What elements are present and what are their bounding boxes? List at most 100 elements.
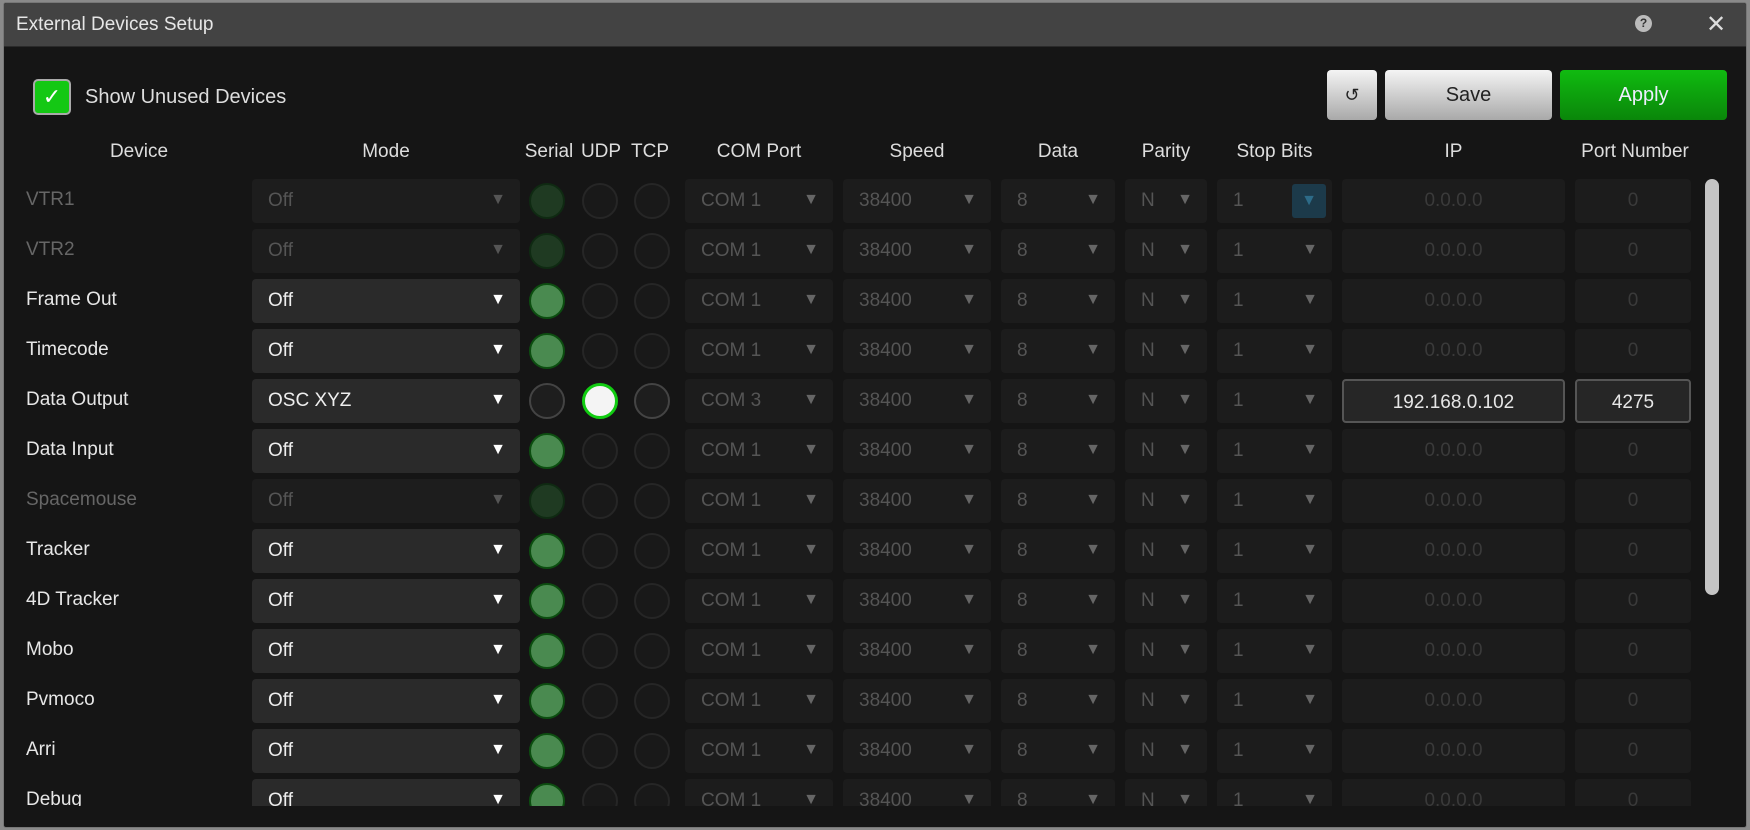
ip-field[interactable]: 0.0.0.0: [1342, 329, 1565, 373]
stop-bits-dropdown[interactable]: 1 ▼: [1217, 279, 1332, 323]
serial-radio[interactable]: [529, 433, 565, 469]
scrollbar[interactable]: [1705, 179, 1719, 595]
parity-dropdown[interactable]: N ▼: [1125, 179, 1207, 223]
ip-field[interactable]: 0.0.0.0: [1342, 729, 1565, 773]
port-field[interactable]: 0: [1575, 679, 1691, 723]
data-bits-dropdown[interactable]: 8 ▼: [1001, 779, 1115, 806]
stop-bits-dropdown[interactable]: 1 ▼: [1217, 629, 1332, 673]
help-icon[interactable]: ?: [1635, 15, 1652, 32]
stop-bits-dropdown[interactable]: 1 ▼: [1217, 529, 1332, 573]
speed-dropdown[interactable]: 38400 ▼: [843, 279, 991, 323]
parity-dropdown[interactable]: N ▼: [1125, 479, 1207, 523]
tcp-radio[interactable]: [634, 483, 670, 519]
speed-dropdown[interactable]: 38400 ▼: [843, 379, 991, 423]
ip-field[interactable]: 0.0.0.0: [1342, 429, 1565, 473]
port-field[interactable]: 0: [1575, 779, 1691, 806]
com-port-dropdown[interactable]: COM 1 ▼: [685, 479, 833, 523]
com-port-dropdown[interactable]: COM 1 ▼: [685, 679, 833, 723]
parity-dropdown[interactable]: N ▼: [1125, 679, 1207, 723]
speed-dropdown[interactable]: 38400 ▼: [843, 429, 991, 473]
mode-dropdown[interactable]: Off ▼: [252, 429, 520, 473]
mode-dropdown[interactable]: Off ▼: [252, 679, 520, 723]
save-button[interactable]: Save: [1385, 70, 1552, 120]
stop-bits-dropdown[interactable]: 1 ▼: [1217, 779, 1332, 806]
udp-radio[interactable]: [582, 483, 618, 519]
mode-dropdown[interactable]: Off ▼: [252, 179, 520, 223]
ip-field[interactable]: 0.0.0.0: [1342, 579, 1565, 623]
com-port-dropdown[interactable]: COM 1 ▼: [685, 729, 833, 773]
parity-dropdown[interactable]: N ▼: [1125, 279, 1207, 323]
parity-dropdown[interactable]: N ▼: [1125, 579, 1207, 623]
tcp-radio[interactable]: [634, 183, 670, 219]
stop-bits-dropdown[interactable]: 1 ▼: [1217, 429, 1332, 473]
data-bits-dropdown[interactable]: 8 ▼: [1001, 729, 1115, 773]
mode-dropdown[interactable]: Off ▼: [252, 229, 520, 273]
data-bits-dropdown[interactable]: 8 ▼: [1001, 579, 1115, 623]
serial-radio[interactable]: [529, 183, 565, 219]
port-field[interactable]: 0: [1575, 529, 1691, 573]
mode-dropdown[interactable]: Off ▼: [252, 729, 520, 773]
port-field[interactable]: 0: [1575, 479, 1691, 523]
ip-field[interactable]: 0.0.0.0: [1342, 279, 1565, 323]
ip-field[interactable]: 0.0.0.0: [1342, 629, 1565, 673]
data-bits-dropdown[interactable]: 8 ▼: [1001, 429, 1115, 473]
ip-field[interactable]: 0.0.0.0: [1342, 679, 1565, 723]
mode-dropdown[interactable]: Off ▼: [252, 479, 520, 523]
parity-dropdown[interactable]: N ▼: [1125, 379, 1207, 423]
data-bits-dropdown[interactable]: 8 ▼: [1001, 379, 1115, 423]
speed-dropdown[interactable]: 38400 ▼: [843, 629, 991, 673]
com-port-dropdown[interactable]: COM 1 ▼: [685, 779, 833, 806]
mode-dropdown[interactable]: Off ▼: [252, 779, 520, 806]
serial-radio[interactable]: [529, 733, 565, 769]
history-button[interactable]: ↺: [1327, 70, 1377, 120]
serial-radio[interactable]: [529, 333, 565, 369]
udp-radio[interactable]: [582, 283, 618, 319]
stop-bits-dropdown[interactable]: 1 ▼: [1217, 379, 1332, 423]
stop-bits-dropdown[interactable]: 1 ▼: [1217, 179, 1332, 223]
ip-field[interactable]: 0.0.0.0: [1342, 229, 1565, 273]
parity-dropdown[interactable]: N ▼: [1125, 629, 1207, 673]
apply-button[interactable]: Apply: [1560, 70, 1727, 120]
tcp-radio[interactable]: [634, 433, 670, 469]
serial-radio[interactable]: [529, 283, 565, 319]
mode-dropdown[interactable]: Off ▼: [252, 529, 520, 573]
data-bits-dropdown[interactable]: 8 ▼: [1001, 629, 1115, 673]
data-bits-dropdown[interactable]: 8 ▼: [1001, 229, 1115, 273]
speed-dropdown[interactable]: 38400 ▼: [843, 729, 991, 773]
tcp-radio[interactable]: [634, 283, 670, 319]
ip-field[interactable]: 192.168.0.102: [1342, 379, 1565, 423]
port-field[interactable]: 4275: [1575, 379, 1691, 423]
data-bits-dropdown[interactable]: 8 ▼: [1001, 279, 1115, 323]
parity-dropdown[interactable]: N ▼: [1125, 429, 1207, 473]
port-field[interactable]: 0: [1575, 229, 1691, 273]
com-port-dropdown[interactable]: COM 3 ▼: [685, 379, 833, 423]
ip-field[interactable]: 0.0.0.0: [1342, 179, 1565, 223]
tcp-radio[interactable]: [634, 733, 670, 769]
ip-field[interactable]: 0.0.0.0: [1342, 529, 1565, 573]
stop-bits-dropdown[interactable]: 1 ▼: [1217, 679, 1332, 723]
port-field[interactable]: 0: [1575, 329, 1691, 373]
udp-radio[interactable]: [582, 683, 618, 719]
ip-field[interactable]: 0.0.0.0: [1342, 479, 1565, 523]
parity-dropdown[interactable]: N ▼: [1125, 329, 1207, 373]
com-port-dropdown[interactable]: COM 1 ▼: [685, 279, 833, 323]
tcp-radio[interactable]: [634, 533, 670, 569]
stop-bits-dropdown[interactable]: 1 ▼: [1217, 729, 1332, 773]
tcp-radio[interactable]: [634, 233, 670, 269]
mode-dropdown[interactable]: Off ▼: [252, 329, 520, 373]
data-bits-dropdown[interactable]: 8 ▼: [1001, 479, 1115, 523]
tcp-radio[interactable]: [634, 633, 670, 669]
speed-dropdown[interactable]: 38400 ▼: [843, 779, 991, 806]
udp-radio[interactable]: [582, 383, 618, 419]
mode-dropdown[interactable]: Off ▼: [252, 629, 520, 673]
udp-radio[interactable]: [582, 433, 618, 469]
tcp-radio[interactable]: [634, 583, 670, 619]
parity-dropdown[interactable]: N ▼: [1125, 779, 1207, 806]
serial-radio[interactable]: [529, 483, 565, 519]
port-field[interactable]: 0: [1575, 629, 1691, 673]
serial-radio[interactable]: [529, 233, 565, 269]
port-field[interactable]: 0: [1575, 179, 1691, 223]
udp-radio[interactable]: [582, 233, 618, 269]
port-field[interactable]: 0: [1575, 279, 1691, 323]
parity-dropdown[interactable]: N ▼: [1125, 229, 1207, 273]
